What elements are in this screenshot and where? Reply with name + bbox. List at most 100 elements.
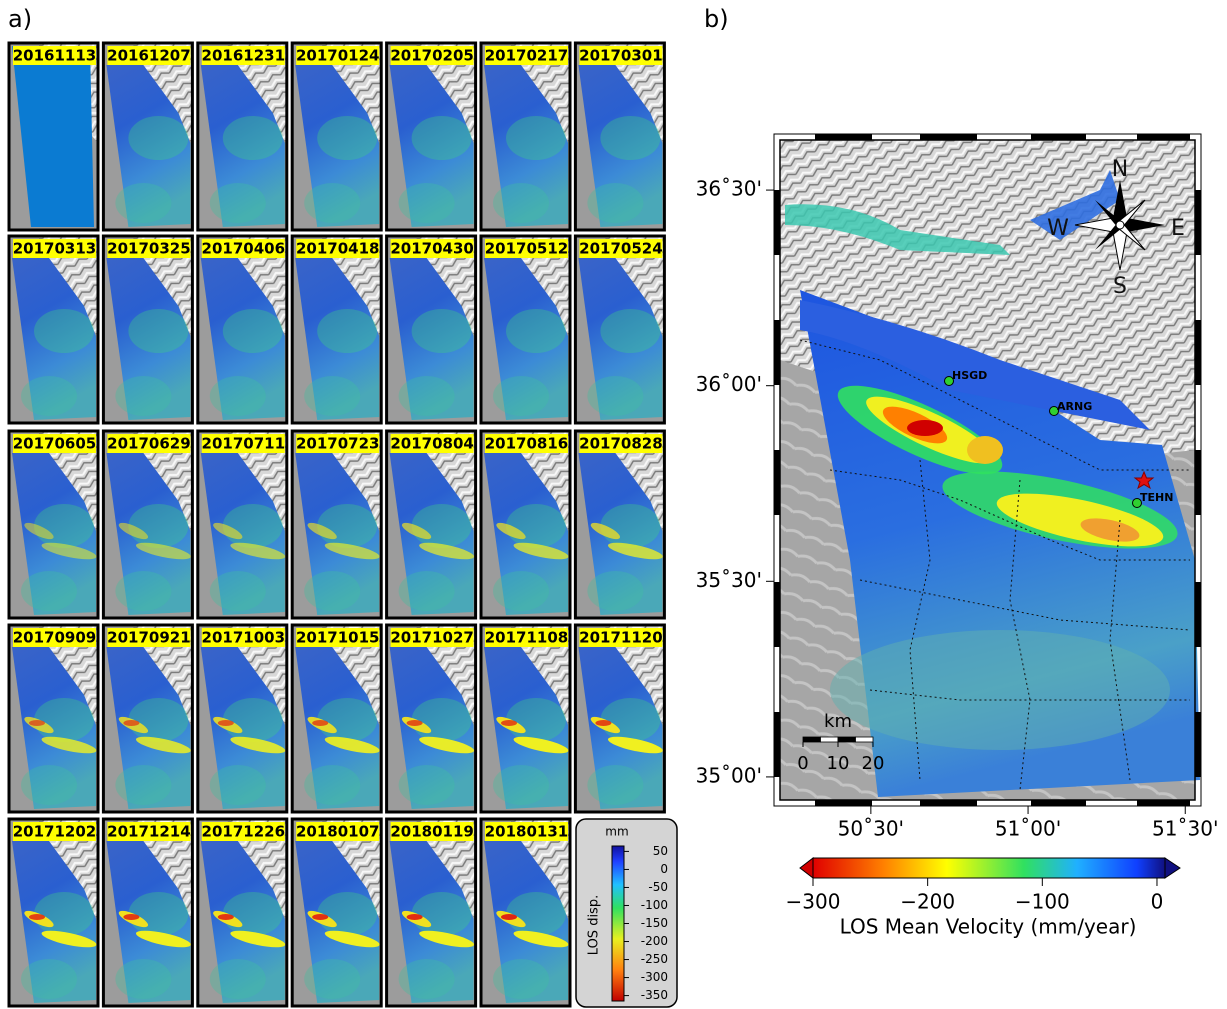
date-label: 20170205 xyxy=(390,47,474,65)
time-series-panel: 20170430 xyxy=(387,236,476,423)
signal-patch xyxy=(317,309,377,353)
signal-patch xyxy=(587,183,643,223)
signal-patch xyxy=(128,892,188,936)
signal-patch xyxy=(115,571,171,611)
signal-patch xyxy=(223,504,283,548)
signal-patch xyxy=(34,504,94,548)
scale-segment xyxy=(803,737,821,742)
legend-tick-label: -100 xyxy=(641,898,668,912)
date-label: 20171226 xyxy=(202,823,285,841)
signal-patch xyxy=(312,914,328,920)
lon-label: 51˚30' xyxy=(1152,817,1218,841)
date-label: 20180131 xyxy=(485,823,569,841)
signal-patch xyxy=(317,892,377,936)
date-label: 20171015 xyxy=(296,629,380,647)
lon-label: 50˚30' xyxy=(838,817,904,841)
signal-patch xyxy=(317,504,377,548)
time-series-panel: 20171108 xyxy=(481,625,570,812)
signal-patch xyxy=(304,183,360,223)
station-label: TEHN xyxy=(1140,491,1173,504)
date-label: 20161231 xyxy=(202,47,285,65)
signal-patch xyxy=(115,959,171,999)
colorbar-tick-label: −100 xyxy=(1015,890,1070,914)
signal-patch xyxy=(128,309,188,353)
signal-patch xyxy=(967,436,1003,464)
station-label: ARNG xyxy=(1057,400,1092,413)
date-label: 20171202 xyxy=(13,823,97,841)
date-label: 20170816 xyxy=(485,435,569,453)
signal-patch xyxy=(29,720,45,726)
signal-patch xyxy=(506,504,566,548)
date-label: 20171108 xyxy=(485,629,569,647)
signal-patch xyxy=(223,892,283,936)
date-label: 20170217 xyxy=(485,47,569,65)
signal-patch xyxy=(115,183,171,223)
signal-patch xyxy=(493,376,549,416)
signal-patch xyxy=(412,309,472,353)
date-label: 20170723 xyxy=(296,435,380,453)
signal-patch xyxy=(29,914,45,920)
signal-patch xyxy=(399,571,455,611)
signal-patch xyxy=(210,183,266,223)
colorbar-label: LOS Mean Velocity (mm/year) xyxy=(840,915,1137,939)
time-series-panel: 20170605 xyxy=(9,431,98,618)
signal-patch xyxy=(210,571,266,611)
time-series-panel: 20170524 xyxy=(575,236,664,423)
time-series-panel: 20170816 xyxy=(481,431,570,618)
signal-patch xyxy=(123,914,139,920)
legend-unit: mm xyxy=(605,825,628,839)
signal-patch xyxy=(128,698,188,742)
signal-patch xyxy=(493,183,549,223)
date-label: 20171214 xyxy=(107,823,190,841)
compass-east: E xyxy=(1171,216,1185,241)
signal-patch xyxy=(218,914,234,920)
signal-patch xyxy=(115,765,171,805)
signal-patch xyxy=(21,959,77,999)
signal-patch xyxy=(223,116,283,160)
time-series-panel: 20170406 xyxy=(198,236,287,423)
signal-patch xyxy=(587,765,643,805)
signal-patch xyxy=(493,765,549,805)
signal-patch xyxy=(501,720,517,726)
signal-patch xyxy=(506,116,566,160)
signal-patch xyxy=(407,720,423,726)
time-series-panel: 20171226 xyxy=(198,819,287,1006)
time-series-panel: 20171120 xyxy=(575,625,664,812)
scale-segment xyxy=(856,737,874,742)
scale-tick-label: 10 xyxy=(827,753,850,774)
time-series-panel: 20161113 xyxy=(9,43,98,230)
signal-patch xyxy=(128,116,188,160)
time-series-panel: 20170205 xyxy=(387,43,476,230)
time-series-panel: 20170629 xyxy=(103,431,192,618)
date-label: 20171120 xyxy=(579,629,663,647)
time-series-panel: 20171027 xyxy=(387,625,476,812)
signal-patch xyxy=(34,309,94,353)
signal-patch xyxy=(21,376,77,416)
colorbar-overflow xyxy=(1165,858,1180,878)
lat-label: 36˚30' xyxy=(696,177,762,201)
date-label: 20170301 xyxy=(579,47,663,65)
signal-patch xyxy=(501,914,517,920)
colorbar xyxy=(800,858,1180,878)
date-label: 20161207 xyxy=(107,47,190,65)
signal-patch xyxy=(600,504,660,548)
lat-label: 36˚00' xyxy=(696,372,762,396)
date-label: 20170524 xyxy=(579,240,663,258)
signal-patch xyxy=(210,376,266,416)
colorbar-gradient xyxy=(813,858,1165,878)
compass-west: W xyxy=(1047,216,1069,241)
time-series-panel: 20171202 xyxy=(9,819,98,1006)
legend-tick-label: -350 xyxy=(641,988,668,1002)
time-series-panel: 20170828 xyxy=(575,431,664,618)
date-label: 20170313 xyxy=(13,240,97,258)
signal-patch xyxy=(223,698,283,742)
signal-patch xyxy=(412,892,472,936)
date-label: 20170605 xyxy=(13,435,97,453)
signal-patch xyxy=(493,571,549,611)
signal-patch xyxy=(123,720,139,726)
date-label: 20170325 xyxy=(107,240,190,258)
date-label: 20170828 xyxy=(579,435,663,453)
colorbar-tick-label: −200 xyxy=(900,890,955,914)
date-label: 20170804 xyxy=(390,435,474,453)
